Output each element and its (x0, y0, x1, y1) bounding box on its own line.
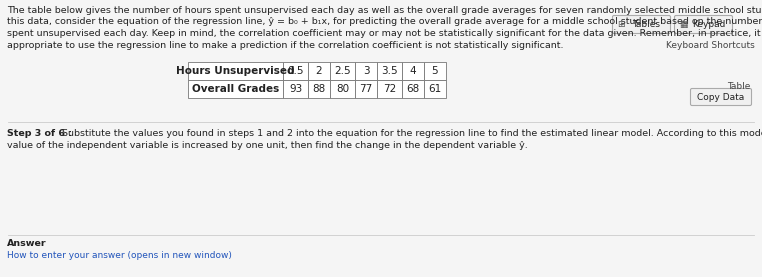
Text: Tables: Tables (632, 20, 661, 29)
Bar (330, 80, 355, 98)
Text: 61: 61 (428, 84, 442, 94)
Text: ⊞: ⊞ (617, 20, 625, 29)
Bar (402, 80, 424, 98)
FancyBboxPatch shape (674, 16, 732, 34)
Text: Copy Data: Copy Data (697, 93, 744, 101)
Text: Substitute the values you found in steps 1 and 2 into the equation for the regre: Substitute the values you found in steps… (59, 129, 762, 138)
Text: Step 3 of 6 :: Step 3 of 6 : (7, 129, 72, 138)
Text: 68: 68 (406, 84, 420, 94)
Text: How to enter your answer (opens in new window): How to enter your answer (opens in new w… (7, 251, 232, 260)
Text: spent unsupervised each day. Keep in mind, the correlation coefficient may or ma: spent unsupervised each day. Keep in min… (7, 29, 762, 38)
Bar (188, 62, 283, 80)
Bar (402, 62, 424, 80)
Bar (308, 80, 330, 98)
Text: The table below gives the number of hours spent unsupervised each day as well as: The table below gives the number of hour… (7, 6, 762, 15)
Text: 0.5: 0.5 (287, 66, 304, 76)
Text: 93: 93 (289, 84, 302, 94)
Text: Keyboard Shortcuts: Keyboard Shortcuts (666, 41, 755, 50)
Text: Table: Table (727, 82, 750, 91)
Text: appropriate to use the regression line to make a prediction if the correlation c: appropriate to use the regression line t… (7, 40, 564, 50)
Text: 77: 77 (360, 84, 373, 94)
Text: 2.5: 2.5 (335, 66, 351, 76)
FancyBboxPatch shape (613, 16, 671, 34)
Bar (308, 62, 330, 80)
Text: 3.5: 3.5 (381, 66, 398, 76)
Text: 80: 80 (336, 84, 349, 94)
Text: value of the independent variable is increased by one unit, then find the change: value of the independent variable is inc… (7, 140, 528, 150)
Text: ▦: ▦ (679, 20, 687, 29)
Bar (283, 62, 308, 80)
FancyBboxPatch shape (690, 88, 751, 106)
Bar (188, 80, 283, 98)
Bar (377, 80, 402, 98)
Text: this data, consider the equation of the regression line, ŷ = b₀ + b₁x, for predi: this data, consider the equation of the … (7, 17, 762, 27)
Text: Answer: Answer (7, 239, 46, 248)
Text: Overall Grades: Overall Grades (192, 84, 279, 94)
Text: Keypad: Keypad (692, 20, 725, 29)
Text: 3: 3 (363, 66, 370, 76)
Bar (377, 62, 402, 80)
Text: Hours Unsupervised: Hours Unsupervised (176, 66, 295, 76)
Text: 2: 2 (315, 66, 322, 76)
Text: 5: 5 (432, 66, 438, 76)
Text: 4: 4 (410, 66, 416, 76)
Bar (355, 62, 377, 80)
Bar (283, 80, 308, 98)
Text: 88: 88 (312, 84, 325, 94)
Bar (355, 80, 377, 98)
Text: 72: 72 (383, 84, 396, 94)
Bar (330, 62, 355, 80)
Bar (424, 62, 446, 80)
Bar (424, 80, 446, 98)
